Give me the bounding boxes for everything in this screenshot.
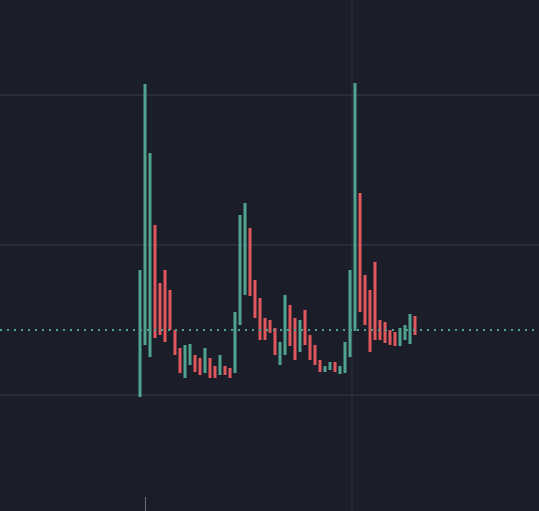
candle-body bbox=[338, 366, 342, 374]
candle-body bbox=[228, 368, 232, 378]
candle-body bbox=[393, 332, 397, 346]
candle-body bbox=[278, 342, 282, 365]
candle-body bbox=[413, 316, 417, 335]
grid bbox=[0, 94, 539, 396]
candle-body bbox=[233, 312, 237, 373]
candle-body bbox=[368, 290, 372, 352]
candle-body bbox=[148, 153, 152, 357]
candle-body bbox=[298, 320, 302, 352]
candle-body bbox=[288, 305, 292, 346]
candle-body bbox=[373, 262, 377, 340]
candle-body bbox=[248, 228, 252, 296]
candle-body bbox=[238, 215, 242, 325]
candle-body bbox=[158, 283, 162, 335]
candle-body bbox=[318, 360, 322, 372]
candle-body bbox=[243, 203, 247, 295]
candle-body bbox=[343, 342, 347, 373]
candle-body bbox=[188, 344, 192, 365]
candle-body bbox=[263, 318, 267, 340]
candle-body bbox=[258, 298, 262, 340]
candle-body bbox=[198, 358, 202, 375]
candle-body bbox=[218, 355, 222, 375]
candle-body bbox=[308, 335, 312, 360]
candle-body bbox=[178, 348, 182, 373]
candle-body bbox=[223, 366, 227, 375]
candles bbox=[138, 83, 417, 397]
candle-body bbox=[388, 330, 392, 345]
candle-body bbox=[168, 290, 172, 330]
candle-body bbox=[353, 83, 357, 331]
candle-body bbox=[328, 362, 332, 370]
candle-body bbox=[273, 328, 277, 355]
candle-body bbox=[163, 270, 167, 342]
candle-body bbox=[268, 320, 272, 333]
candle-body bbox=[303, 310, 307, 345]
candle-body bbox=[203, 348, 207, 373]
candle-body bbox=[173, 330, 177, 355]
candle-body bbox=[323, 366, 327, 372]
candle-body bbox=[193, 355, 197, 372]
candle-body bbox=[333, 362, 337, 372]
candle-body bbox=[253, 280, 257, 318]
candle-body bbox=[183, 345, 187, 378]
candle-body bbox=[213, 366, 217, 378]
candle-body bbox=[383, 322, 387, 343]
candle-body bbox=[348, 270, 352, 357]
candle-body bbox=[283, 295, 287, 355]
candle-body bbox=[143, 84, 147, 345]
candle-body bbox=[403, 325, 407, 340]
candle-body bbox=[358, 193, 362, 312]
candle-body bbox=[208, 358, 212, 378]
candle-body bbox=[313, 345, 317, 365]
candle-body bbox=[398, 328, 402, 346]
candle-body bbox=[363, 275, 367, 325]
candle-body bbox=[138, 270, 142, 397]
candle-body bbox=[408, 314, 412, 344]
candle-body bbox=[293, 318, 297, 360]
candle-body bbox=[153, 225, 157, 338]
